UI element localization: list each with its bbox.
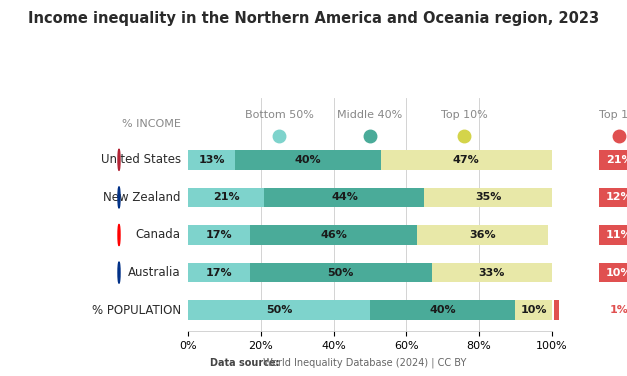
Bar	[432, 263, 552, 282]
Text: 17%: 17%	[206, 230, 233, 240]
Text: 10%: 10%	[606, 268, 627, 277]
Text: Top 1%: Top 1%	[599, 110, 627, 120]
Text: Data source:: Data source:	[210, 358, 280, 368]
Text: 21%: 21%	[213, 193, 240, 202]
Text: New Zealand: New Zealand	[103, 191, 181, 204]
Text: Australia: Australia	[128, 266, 181, 279]
FancyBboxPatch shape	[599, 225, 627, 245]
FancyBboxPatch shape	[599, 263, 627, 282]
Bar	[417, 225, 548, 245]
Text: 40%: 40%	[295, 155, 322, 165]
Bar	[250, 263, 432, 282]
Bar	[370, 300, 515, 320]
Text: 11%: 11%	[606, 230, 627, 240]
Text: 47%: 47%	[453, 155, 480, 165]
Text: 17%: 17%	[206, 268, 233, 277]
Bar	[424, 188, 552, 207]
Text: % INCOME: % INCOME	[122, 119, 181, 129]
Text: 33%: 33%	[478, 268, 505, 277]
Text: 12%: 12%	[606, 193, 627, 202]
Text: Income inequality in the Northern America and Oceania region, 2023: Income inequality in the Northern Americ…	[28, 11, 599, 26]
Circle shape	[118, 187, 120, 208]
Text: % POPULATION: % POPULATION	[92, 304, 181, 317]
Text: Top 10%: Top 10%	[441, 110, 488, 120]
Bar	[381, 150, 552, 170]
Text: 13%: 13%	[199, 155, 225, 165]
Bar	[250, 225, 417, 245]
Bar	[515, 300, 552, 320]
Bar	[235, 150, 381, 170]
Text: 40%: 40%	[429, 305, 456, 315]
FancyBboxPatch shape	[599, 150, 627, 170]
Text: United States: United States	[101, 153, 181, 166]
Bar	[188, 225, 250, 245]
Text: 36%: 36%	[470, 230, 496, 240]
Text: Canada: Canada	[136, 229, 181, 241]
Text: World Inequality Database (2024) | CC BY: World Inequality Database (2024) | CC BY	[260, 358, 466, 368]
FancyBboxPatch shape	[554, 300, 559, 320]
Bar	[188, 188, 265, 207]
FancyBboxPatch shape	[599, 188, 627, 207]
Bar	[188, 300, 370, 320]
Text: 21%: 21%	[606, 155, 627, 165]
Circle shape	[118, 224, 120, 246]
Text: 35%: 35%	[475, 193, 502, 202]
Bar	[265, 188, 424, 207]
Circle shape	[118, 149, 120, 170]
Bar	[188, 263, 250, 282]
Text: 50%: 50%	[266, 305, 292, 315]
Text: 46%: 46%	[320, 230, 347, 240]
Text: 10%: 10%	[520, 305, 547, 315]
Text: Bottom 50%: Bottom 50%	[245, 110, 314, 120]
Circle shape	[118, 262, 120, 283]
Text: 44%: 44%	[331, 193, 358, 202]
Text: 50%: 50%	[328, 268, 354, 277]
Text: Middle 40%: Middle 40%	[337, 110, 403, 120]
Bar	[188, 150, 235, 170]
Text: 1%: 1%	[609, 305, 627, 315]
